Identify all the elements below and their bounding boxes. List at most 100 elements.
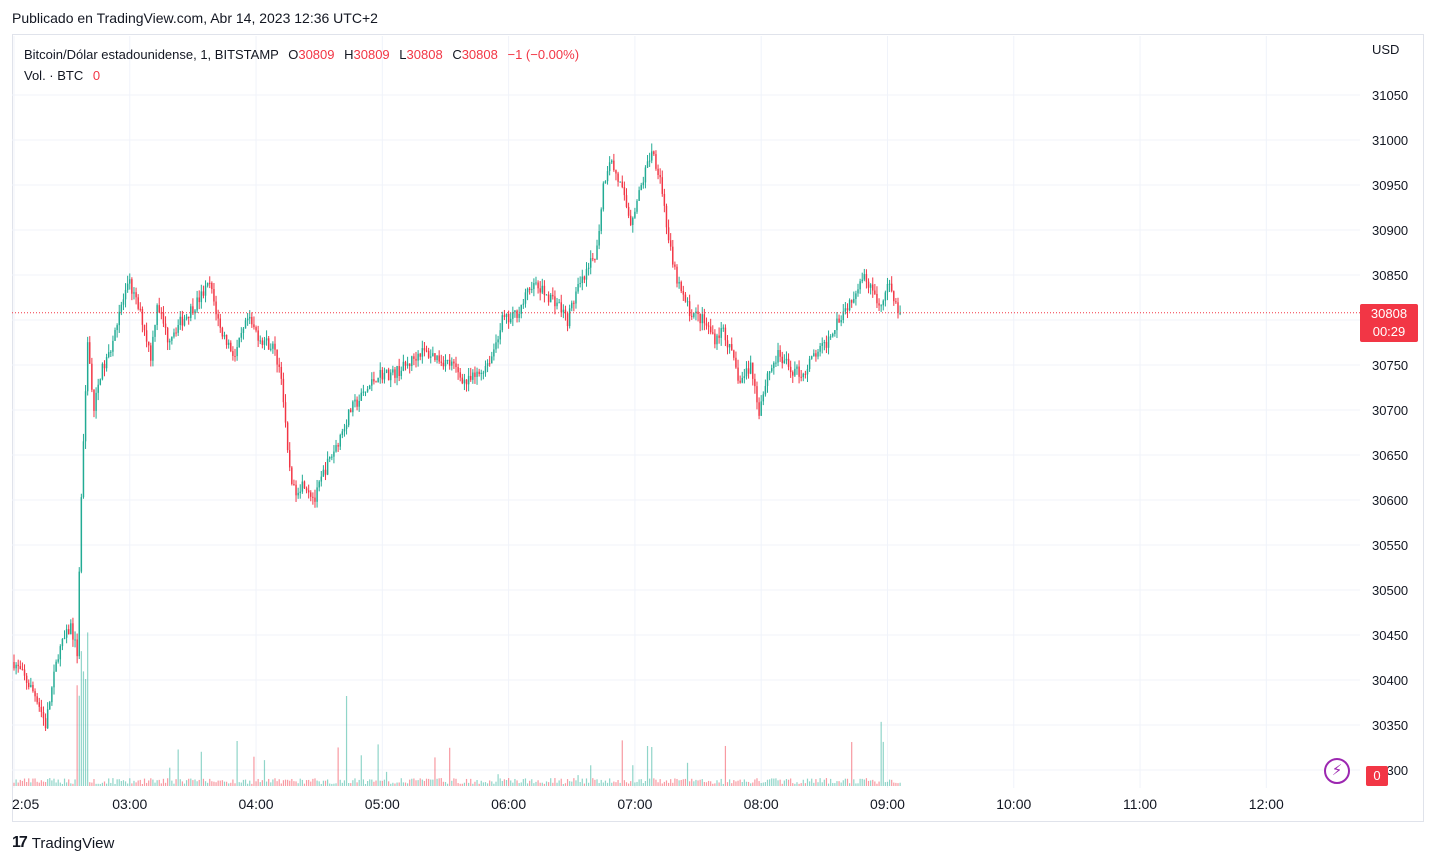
volume-bar bbox=[764, 782, 766, 786]
candle-body bbox=[815, 353, 817, 357]
volume-bar bbox=[674, 778, 676, 786]
candle-body bbox=[255, 327, 257, 331]
chart-frame[interactable] bbox=[12, 34, 1424, 822]
candle-body bbox=[813, 353, 815, 357]
candle-body bbox=[720, 328, 722, 338]
footer-brand[interactable]: 17 TradingView bbox=[12, 834, 114, 852]
currency-label[interactable]: USD bbox=[1372, 42, 1400, 57]
volume-bar bbox=[798, 783, 800, 786]
candle-body bbox=[794, 368, 796, 376]
volume-bar bbox=[327, 779, 329, 786]
volume-bar bbox=[270, 782, 272, 786]
volume-bar bbox=[882, 741, 884, 786]
volume-bar bbox=[148, 780, 150, 786]
y-tick-label: 30900 bbox=[1372, 223, 1408, 238]
candle-body bbox=[337, 445, 339, 447]
volume-bar bbox=[505, 780, 508, 786]
candle-body bbox=[415, 358, 417, 361]
volume-bar bbox=[143, 778, 146, 786]
lightning-icon[interactable]: ⚡ bbox=[1324, 758, 1350, 784]
volume-bar bbox=[480, 780, 482, 786]
volume-bar bbox=[297, 783, 299, 786]
candle-body bbox=[284, 402, 287, 423]
volume-bar bbox=[815, 779, 817, 786]
candle-body bbox=[752, 362, 754, 379]
candle-body bbox=[164, 323, 167, 328]
volume-bar bbox=[244, 779, 247, 786]
candle-body bbox=[486, 363, 489, 366]
volume-bar bbox=[209, 778, 211, 786]
candle-body bbox=[775, 362, 777, 364]
candle-body bbox=[13, 662, 15, 669]
candle-body bbox=[539, 288, 541, 293]
volume-bar bbox=[385, 771, 388, 786]
candle-body bbox=[703, 314, 706, 324]
volume-bar bbox=[66, 782, 68, 786]
candle-body bbox=[206, 282, 209, 286]
candle-body bbox=[455, 363, 457, 368]
volume-bar bbox=[855, 783, 857, 786]
volume-bar bbox=[830, 778, 832, 786]
volume-bar bbox=[451, 780, 453, 786]
volume-bar bbox=[545, 781, 548, 786]
volume-bar bbox=[400, 778, 402, 786]
candle-body bbox=[878, 303, 880, 306]
volume-bar bbox=[139, 779, 141, 786]
volume-bar bbox=[160, 783, 162, 786]
candle-body bbox=[726, 340, 729, 348]
volume-bar bbox=[853, 779, 855, 786]
candle-body bbox=[76, 639, 78, 657]
volume-bar bbox=[752, 782, 754, 786]
volume-bar bbox=[577, 775, 579, 786]
candle-body bbox=[693, 313, 695, 317]
candle-body bbox=[345, 425, 348, 429]
candle-body bbox=[509, 318, 512, 323]
volume-bar bbox=[638, 779, 640, 786]
volume-bar bbox=[556, 782, 558, 786]
legend-close-label: C bbox=[452, 47, 462, 62]
volume-bar bbox=[585, 778, 588, 786]
volume-bar bbox=[438, 778, 440, 786]
volume-bar bbox=[691, 778, 693, 786]
candle-body bbox=[310, 492, 312, 497]
volume-bar bbox=[68, 779, 70, 786]
x-tick-label: 10:00 bbox=[996, 796, 1031, 812]
volume-bar bbox=[282, 780, 285, 786]
volume-bar bbox=[459, 783, 461, 786]
volume-bar bbox=[539, 782, 541, 786]
volume-bar bbox=[623, 780, 625, 786]
volume-bar bbox=[646, 746, 649, 786]
candle-body bbox=[857, 289, 859, 294]
candle-body bbox=[865, 274, 868, 282]
volume-bar bbox=[305, 780, 308, 786]
candle-body bbox=[187, 316, 190, 318]
volume-bar bbox=[491, 781, 493, 786]
candle-body bbox=[535, 282, 537, 284]
candle-body bbox=[223, 334, 226, 337]
volume-bar bbox=[61, 783, 64, 786]
volume-bar bbox=[367, 781, 369, 786]
candle-body bbox=[72, 623, 74, 640]
volume-bar bbox=[516, 780, 518, 786]
candle-body bbox=[674, 264, 676, 267]
volume-bar bbox=[432, 779, 434, 786]
volume-bar bbox=[514, 778, 516, 786]
y-tick-label: 30950 bbox=[1372, 178, 1408, 193]
volume-bar bbox=[632, 765, 634, 786]
volume-bar bbox=[838, 781, 840, 786]
candle-body bbox=[461, 377, 464, 384]
candle-body bbox=[404, 361, 407, 366]
candle-body bbox=[89, 342, 91, 364]
volume-bar bbox=[790, 778, 792, 786]
volume-bar bbox=[848, 783, 851, 786]
volume-bar bbox=[619, 782, 621, 786]
candle-body bbox=[718, 335, 720, 338]
candle-body bbox=[756, 386, 758, 403]
candle-body bbox=[152, 336, 154, 361]
candle-body bbox=[295, 484, 297, 496]
volume-bar bbox=[183, 783, 186, 786]
volume-bar bbox=[840, 782, 842, 786]
candle-body bbox=[770, 368, 773, 372]
candle-body bbox=[440, 361, 443, 363]
